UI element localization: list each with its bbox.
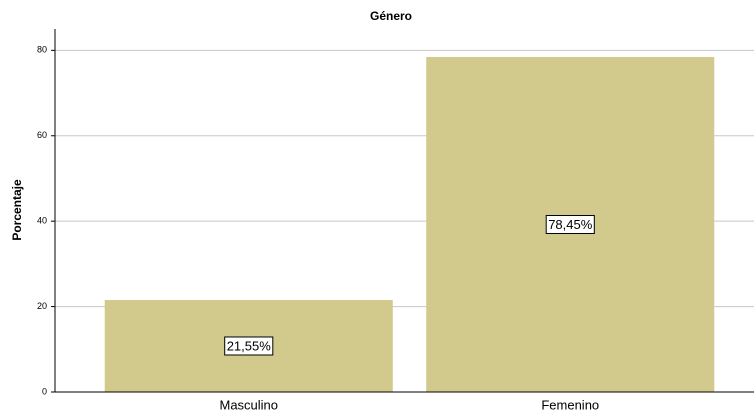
y-tick-label: 0 [42, 386, 47, 396]
y-tick-label: 40 [37, 216, 47, 226]
value-label-box [545, 214, 595, 234]
chart-title: Género [370, 9, 412, 23]
y-tick-label: 60 [37, 130, 47, 140]
value-label-box [224, 336, 274, 356]
x-tick-label: Masculino [219, 397, 278, 411]
value-label: 21,55% [227, 338, 272, 353]
y-tick-label: 80 [37, 45, 47, 55]
x-tick-label: Femenino [541, 397, 599, 411]
y-tick-label: 20 [37, 301, 47, 311]
y-axis-label: Porcentaje [10, 179, 24, 241]
value-label: 78,45% [548, 217, 593, 232]
